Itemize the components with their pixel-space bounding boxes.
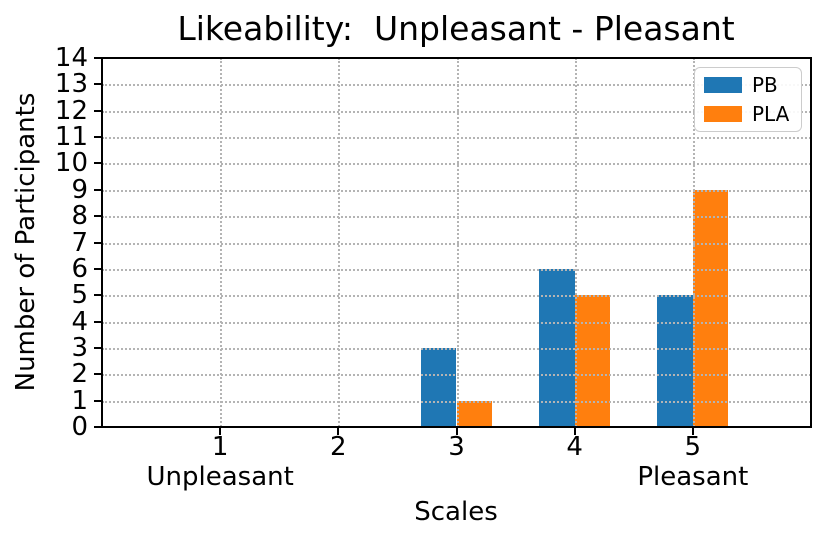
grid-layer [102,58,811,427]
y-tick-mark-2 [94,373,102,376]
y-tick-label-5: 5 [71,280,88,311]
bar-pb-x4 [539,268,575,427]
y-tick-mark-0 [94,426,102,428]
x-tick-label-3: 3 [448,432,465,462]
y-tick-label-10: 10 [54,148,88,179]
y-tick-label-14: 14 [54,43,88,73]
gridline-x-5 [692,58,695,427]
x-tick-label-2: 2 [330,432,347,462]
y-tick-label-2: 2 [71,359,88,390]
y-tick-label-8: 8 [71,201,88,232]
y-tick-label-4: 4 [71,306,88,337]
legend-swatch-pb [704,77,742,93]
bar-pla-x4 [574,295,611,427]
y-tick-mark-7 [94,241,102,244]
y-tick-label-3: 3 [71,332,88,363]
bar-pb-x5 [657,295,693,427]
y-tick-mark-4 [94,320,102,323]
y-tick-mark-11 [94,136,102,139]
legend-swatch-pla [704,106,742,122]
y-tick-label-7: 7 [71,227,88,258]
legend-label: PLA [752,102,790,126]
y-tick-label-9: 9 [71,174,88,205]
x-tick-sublabel-unpleasant: Unpleasant [146,462,294,492]
y-tick-mark-9 [94,188,102,191]
y-tick-mark-8 [94,215,102,218]
bar-pb-x3 [421,347,457,427]
bar-pla-x3 [456,400,492,427]
y-tick-label-11: 11 [54,122,88,153]
gridline-x-1 [220,58,223,427]
y-tick-mark-12 [94,109,102,112]
y-tick-label-1: 1 [71,385,88,416]
y-tick-label-6: 6 [71,253,88,284]
bar-pla-x5 [692,189,729,427]
gridline-x-2 [338,58,341,427]
gridline-x-3 [456,58,459,427]
y-tick-mark-10 [94,162,102,165]
x-tick-mark-4 [573,427,576,435]
x-tick-mark-3 [455,427,458,435]
x-tick-mark-2 [337,427,340,435]
y-tick-mark-1 [94,399,102,402]
x-tick-mark-1 [219,427,222,435]
legend-item-pb: PB [704,75,792,95]
y-tick-label-12: 12 [54,95,88,126]
plot-area [101,57,812,428]
legend-label: PB [752,73,778,97]
y-tick-mark-3 [94,346,102,349]
x-tick-mark-5 [691,427,694,435]
bars-layer [102,58,811,427]
gridline-x-4 [574,58,577,427]
x-tick-label-4: 4 [566,432,583,462]
y-tick-mark-6 [94,267,102,270]
y-tick-label-0: 0 [71,412,88,442]
legend: PB PLA [694,67,802,132]
y-tick-mark-5 [94,294,102,297]
y-tick-mark-14 [94,57,102,59]
chart-title: Likeability: Unpleasant - Pleasant [177,9,735,48]
legend-item-pla: PLA [704,104,792,124]
x-tick-label-5: 5 [684,432,702,462]
x-tick-label-1: 1 [211,432,229,462]
x-axis-label: Scales [414,497,498,527]
y-tick-label-13: 13 [54,69,88,100]
y-tick-mark-13 [94,83,102,86]
x-tick-sublabel-pleasant: Pleasant [637,462,749,492]
